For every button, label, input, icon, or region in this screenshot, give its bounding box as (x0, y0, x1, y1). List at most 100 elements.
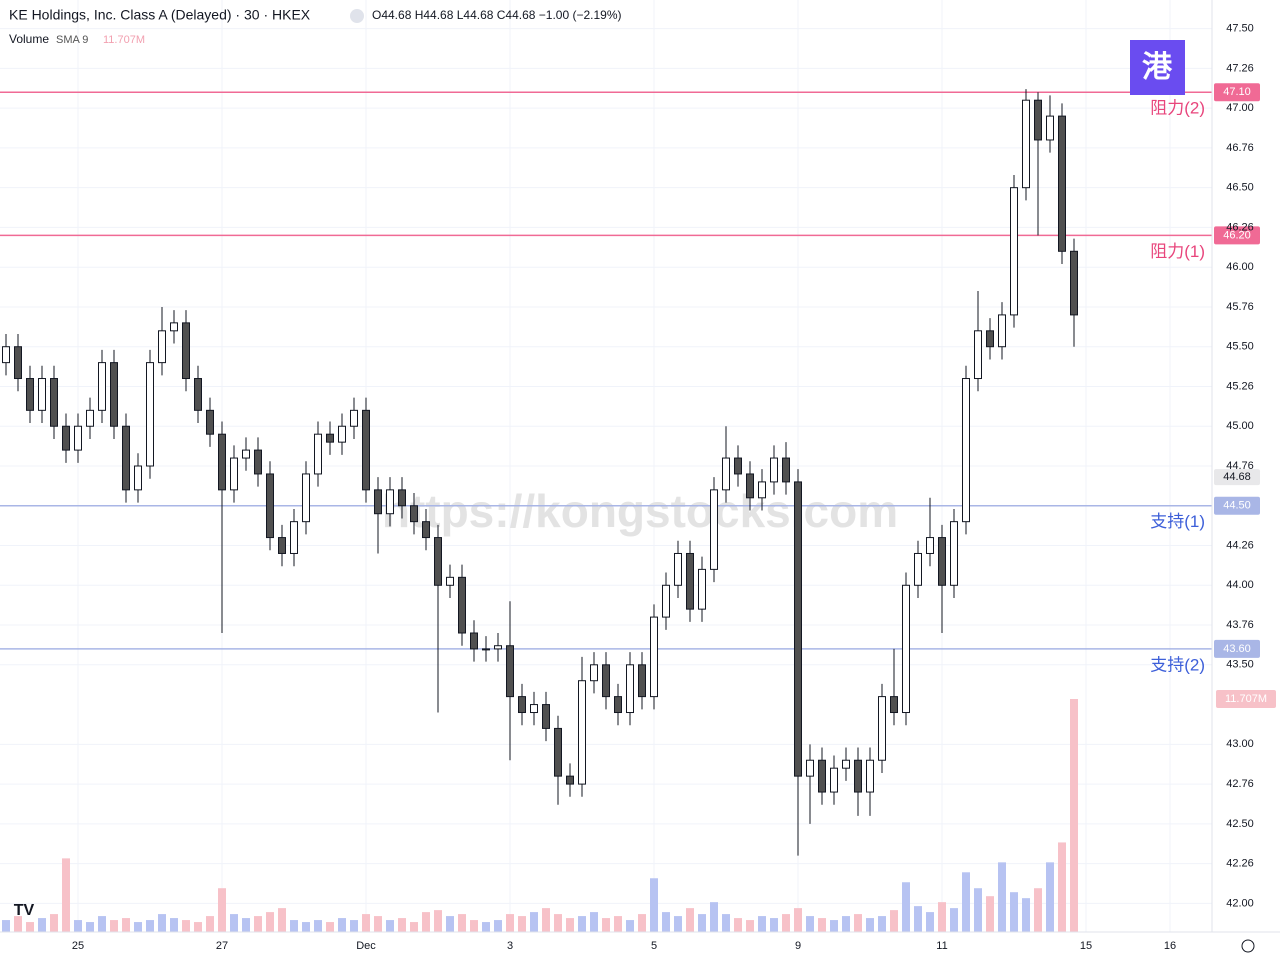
volume-bar (674, 916, 682, 932)
level-tag (1214, 639, 1260, 658)
tags: 阻力(2) 47.10 阻力(1) 46.20 支持(1) 44.50 支持(2) 43.60… (1150, 83, 1276, 708)
volume-bar (422, 912, 430, 932)
candle-body (350, 409, 358, 427)
y-tick-label: 42.50 (1226, 818, 1254, 830)
candle-body (158, 330, 166, 364)
candle-body (26, 378, 34, 411)
candle-body (1022, 99, 1030, 189)
volume-bar (818, 918, 826, 932)
y-tick-label: 45.26 (1226, 380, 1254, 392)
volume-bar (770, 918, 778, 932)
candle-body (602, 664, 610, 698)
grid (0, 0, 1212, 932)
volume-bar (266, 912, 274, 932)
candle-body (98, 362, 106, 411)
y-tick-label: 43.50 (1226, 659, 1254, 671)
candle-body (446, 576, 454, 586)
y-tick-label: 47.26 (1226, 62, 1254, 74)
candle-body (50, 378, 58, 427)
volume-bar (1046, 862, 1054, 932)
candle-body (470, 632, 478, 650)
volume-bar (74, 920, 82, 932)
volume-bar (626, 920, 634, 932)
volume-bar (542, 908, 550, 932)
level-tag-label: 47.10 (1223, 86, 1251, 98)
volume-bar (938, 902, 946, 932)
level-tag-label: 46.20 (1223, 229, 1251, 241)
volume-bar (866, 918, 874, 932)
candle-body (290, 521, 298, 554)
candle-body (1034, 99, 1042, 141)
volume-bar (986, 896, 994, 932)
volume-bar (86, 922, 94, 932)
volume-bar (158, 914, 166, 932)
volume-bar (1070, 699, 1078, 932)
candle-body (386, 489, 394, 515)
candle-body (374, 489, 382, 515)
volume-tag (1216, 690, 1276, 708)
settings-icon[interactable] (1241, 939, 1255, 953)
volume-bar (290, 920, 298, 932)
y-tick-label: 46.00 (1226, 261, 1254, 273)
candle-body (818, 759, 826, 793)
candle-body (194, 378, 202, 411)
level-name: 支持(2) (1150, 655, 1205, 674)
logo (1130, 40, 1185, 95)
candle-body (902, 584, 910, 714)
volume-bar (890, 910, 898, 932)
candle-body (842, 759, 850, 769)
candle-body (110, 362, 118, 427)
candle-body (734, 457, 742, 475)
volume-bar (122, 918, 130, 932)
volume-bar (518, 916, 526, 932)
y-tick-label: 46.26 (1226, 221, 1254, 233)
x-tick-label: 16 (1164, 940, 1176, 952)
candle-body (590, 664, 598, 682)
candle-body (278, 537, 286, 554)
level-name: 阻力(2) (1150, 99, 1205, 118)
y-tick-label: 45.00 (1226, 420, 1254, 432)
candle-body (530, 704, 538, 714)
y-tick-label: 43.76 (1226, 619, 1254, 631)
level-tag-label: 43.60 (1223, 643, 1251, 655)
volume-bar (638, 914, 646, 932)
x-tick-label: Dec (356, 940, 376, 952)
level-tag (1214, 226, 1260, 245)
volume-bar (254, 916, 262, 932)
volume-bar (830, 920, 838, 932)
candle-body (302, 473, 310, 523)
candle-body (578, 680, 586, 785)
volume-bar (242, 918, 250, 932)
candle-body (542, 704, 550, 729)
candle-body (338, 425, 346, 443)
candle-body (1046, 115, 1054, 141)
volume-bar (710, 902, 718, 932)
level-tag (1214, 83, 1260, 102)
volume-bar (170, 918, 178, 932)
y-tick-label: 46.50 (1226, 182, 1254, 194)
volume-bar (1010, 892, 1018, 932)
volume-bar (50, 914, 58, 932)
volume-bar (38, 918, 46, 932)
candle-body (938, 537, 946, 586)
volume-bar (878, 916, 886, 932)
y-tick-label: 44.26 (1226, 539, 1254, 551)
volume-bar (98, 916, 106, 932)
y-tick-label: 46.76 (1226, 142, 1254, 154)
volume-bar (614, 916, 622, 932)
y-tick-label: 47.00 (1226, 102, 1254, 114)
volume-bar (218, 888, 226, 932)
candle-body (686, 552, 694, 610)
tv-logo: TV (14, 902, 35, 919)
candle-body (1070, 250, 1078, 316)
volume-tag-label: 11.707M (1225, 693, 1267, 705)
volume-bar (746, 920, 754, 932)
level-tag (1214, 496, 1260, 515)
volume-bar (578, 916, 586, 932)
volume-bar (974, 888, 982, 932)
candle-body (974, 330, 982, 380)
candle-body (830, 767, 838, 793)
candle-body (770, 457, 778, 483)
candle-body (218, 433, 226, 491)
candle-body (146, 362, 154, 467)
